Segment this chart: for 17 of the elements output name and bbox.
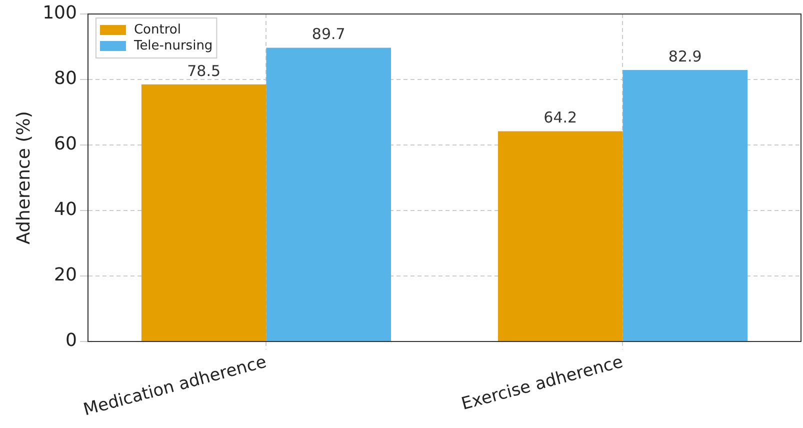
legend-label: Control xyxy=(134,22,181,38)
y-tick-label: 0 xyxy=(66,330,77,352)
y-tick-label: 100 xyxy=(42,2,77,24)
legend-label: Tele-nursing xyxy=(132,38,213,54)
data-label: 82.9 xyxy=(668,47,702,66)
y-tick-label: 60 xyxy=(54,134,77,155)
data-label: 78.5 xyxy=(187,62,221,80)
bar xyxy=(266,48,391,342)
y-tick-label: 40 xyxy=(54,199,77,220)
bar xyxy=(622,70,748,342)
y-tick-label: 80 xyxy=(54,68,77,90)
data-label: 64.2 xyxy=(544,108,578,127)
y-tick-label: 20 xyxy=(54,264,77,286)
bar xyxy=(141,84,266,342)
bar xyxy=(498,131,623,342)
data-label: 89.7 xyxy=(312,25,346,44)
y-axis-title: Adherence (%) xyxy=(13,111,34,244)
